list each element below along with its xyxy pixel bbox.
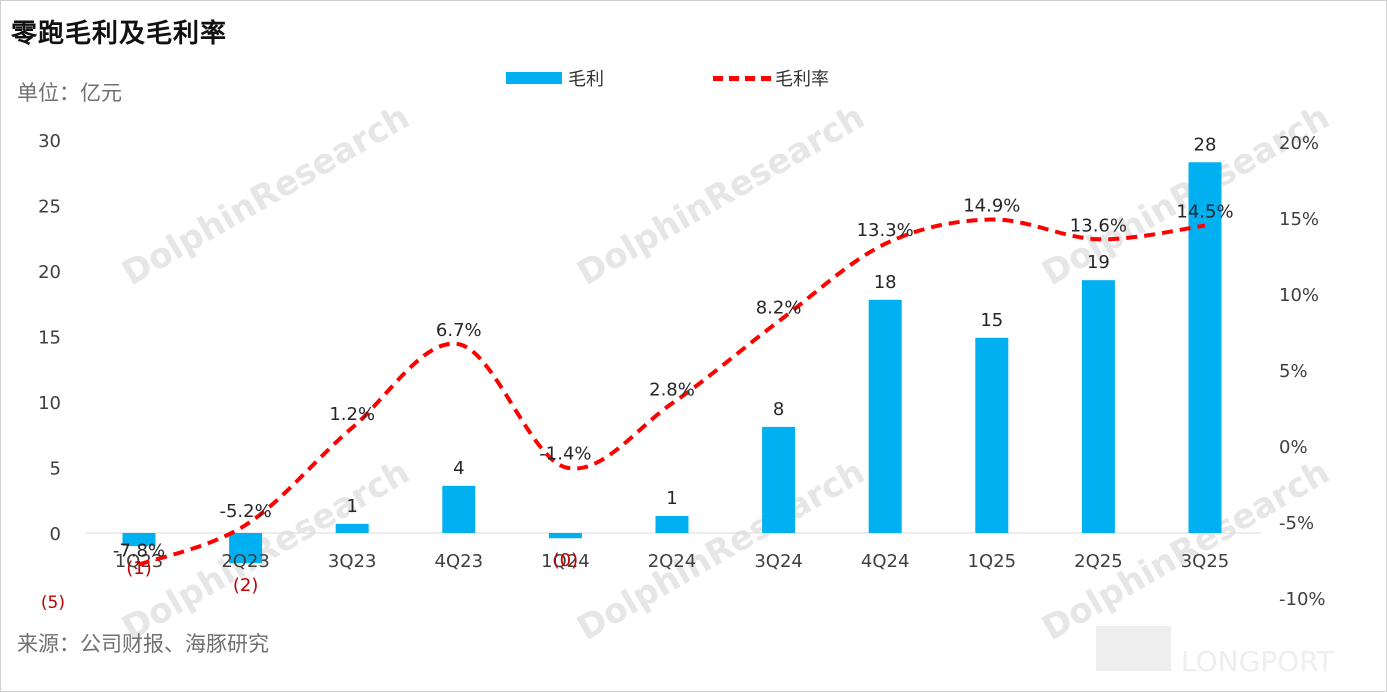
left-axis-tick-label: 15: [38, 328, 61, 349]
line-data-label: -5.2%: [219, 501, 271, 522]
line-data-label: 13.3%: [857, 220, 914, 241]
right-axis-tick-label: 0%: [1279, 437, 1308, 458]
bar-data-label: (0): [553, 550, 579, 571]
margin-line: [138, 217, 1206, 567]
line-data-label: 8.2%: [756, 297, 802, 318]
bar: [1188, 162, 1222, 533]
right-axis-tick-label: 10%: [1279, 285, 1319, 306]
category-label: 2Q25: [1074, 551, 1123, 572]
line-data-label: 2.8%: [649, 379, 695, 400]
chart-title: 零跑毛利及毛利率: [11, 19, 228, 49]
bar: [442, 485, 476, 533]
bar-data-label: 1: [666, 488, 677, 509]
bar: [868, 299, 902, 533]
right-axis-tick-label: 15%: [1279, 209, 1319, 230]
bar: [762, 426, 796, 533]
line-data-label: 13.6%: [1070, 215, 1127, 236]
right-axis-tick-label: 20%: [1279, 133, 1319, 154]
left-axis-extra-label: (5): [41, 593, 65, 613]
line-data-label: 6.7%: [436, 320, 482, 341]
category-label: 4Q24: [861, 551, 910, 572]
line-data-label: 14.9%: [963, 196, 1020, 217]
legend-line-swatch: [713, 75, 771, 81]
bar-data-label: 4: [453, 458, 464, 479]
bar-data-label: 15: [980, 310, 1003, 331]
legend-bar-swatch: [506, 72, 562, 84]
bar-data-label: 28: [1194, 134, 1217, 155]
line-data-label: -7.8%: [113, 541, 165, 562]
right-axis-tick-label: -5%: [1279, 513, 1314, 534]
category-label: 3Q23: [328, 551, 377, 572]
category-label: 2Q23: [221, 551, 270, 572]
left-axis-tick-label: 0: [50, 524, 61, 545]
bar-data-label: 1: [346, 496, 357, 517]
left-axis-tick-label: 30: [38, 131, 61, 152]
legend-item-bar: 毛利: [506, 65, 604, 91]
category-label: 2Q24: [648, 551, 697, 572]
right-axis-tick-label: -10%: [1279, 589, 1326, 610]
bar-data-label: 8: [773, 399, 784, 420]
left-axis-tick-label: 25: [38, 197, 61, 218]
left-axis-tick-label: 5: [50, 459, 61, 480]
category-label: 1Q24: [541, 551, 590, 572]
unit-label: 单位：亿元: [17, 81, 122, 105]
bar: [335, 523, 369, 533]
bar: [229, 533, 263, 564]
bar: [1081, 280, 1115, 533]
category-label: 1Q23: [115, 551, 164, 572]
right-axis-tick-label: 5%: [1279, 361, 1308, 382]
left-axis-tick-label: 10: [38, 393, 61, 414]
bar: [548, 533, 582, 539]
line-data-label: 14.5%: [1176, 202, 1233, 223]
line-data-label: 1.2%: [329, 404, 375, 425]
bar-data-label: 18: [874, 272, 897, 293]
legend-line-label: 毛利率: [775, 69, 829, 90]
line-data-label: -1.4%: [539, 443, 591, 464]
watermark-brand: LONGPORT: [1181, 645, 1335, 678]
bar: [655, 515, 689, 533]
source-note: 来源：公司财报、海豚研究: [17, 632, 269, 656]
category-label: 1Q25: [968, 551, 1017, 572]
bar: [122, 533, 156, 547]
left-axis-tick-label: 20: [38, 262, 61, 283]
category-label: 3Q25: [1181, 551, 1230, 572]
category-label: 4Q23: [435, 551, 484, 572]
bar-data-label: (2): [233, 575, 259, 596]
legend-item-line: 毛利率: [713, 65, 829, 91]
bar-data-label: 19: [1087, 252, 1110, 273]
bar: [975, 337, 1009, 533]
category-label: 3Q24: [754, 551, 803, 572]
legend-bar-label: 毛利: [568, 69, 604, 90]
